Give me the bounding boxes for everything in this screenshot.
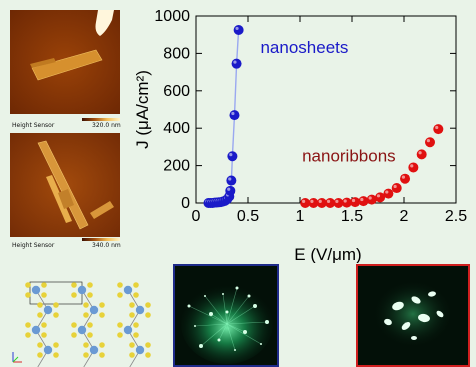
nanoribbon-emission-image [356,264,470,367]
chart-marks [203,25,444,208]
data-point-nanosheets [226,175,237,186]
data-point-nanoribbons [408,162,419,173]
y-tick-label: 800 [163,45,190,62]
data-point-nanoribbons [366,194,377,205]
data-point-nanosheets [229,110,240,121]
crystal-structure-image [12,281,151,367]
data-point-nanoribbons [383,188,394,199]
x-tick-label: 2 [400,208,409,225]
afm-top-scale: 320.0 nm [92,122,121,129]
data-point-nanoribbons [416,149,427,160]
data-point-nanoribbons [425,137,435,148]
data-point-nanosheets [225,185,236,196]
data-point-nanosheets [227,151,238,162]
x-tick-label: 1.5 [341,208,363,225]
y-tick-label: 200 [163,158,190,175]
afm-top-colorbar [82,118,120,121]
data-point-nanoribbons [375,192,386,203]
data-point-nanoribbons [341,197,352,208]
y-axis-label: J (μA/cm²) [133,70,152,149]
x-tick-label: 1 [296,208,305,225]
x-tick-label: 2.5 [445,208,467,225]
data-point-nanoribbons [300,198,311,208]
data-point-nanoribbons [433,124,444,135]
data-point-nanoribbons [325,198,336,208]
x-tick-label: 0 [192,208,201,225]
afm-bottom-scale: 340.0 nm [92,242,121,249]
data-point-nanoribbons [400,173,411,184]
data-point-nanoribbons [358,196,369,207]
series-label-nanosheets: nanosheets [260,38,348,57]
data-point-nanoribbons [308,198,319,208]
data-point-nanosheets [231,58,242,69]
data-point-nanosheets [233,25,244,36]
x-axis-label: E (V/μm) [294,245,361,263]
x-tick-label: 0.5 [237,208,259,225]
data-point-nanoribbons [350,197,361,208]
data-point-nanoribbons [333,198,344,208]
afm-bottom-colorbar [82,238,120,241]
y-tick-label: 600 [163,83,190,100]
y-tick-label: 0 [181,195,190,212]
afm-image-top [10,10,120,114]
afm-top-label: Height Sensor [12,122,55,129]
series-label-nanoribbons: nanoribbons [302,146,396,165]
chart-labels: 0 0.5 1 1.5 2 2.5 0 200 400 600 800 1000 E (V/μm) J (… [133,8,467,263]
afm-bottom-label: Height Sensor [12,242,55,249]
y-tick-label: 1000 [154,8,190,25]
field-emission-chart: 0 0.5 1 1.5 2 2.5 0 200 400 600 800 1000 E (V/μm) J (… [133,8,467,263]
data-point-nanoribbons [316,198,327,208]
afm-image-bottom [10,133,120,237]
nanosheet-emission-image [173,264,279,367]
data-point-nanoribbons [391,183,402,194]
y-tick-label: 400 [163,120,190,137]
